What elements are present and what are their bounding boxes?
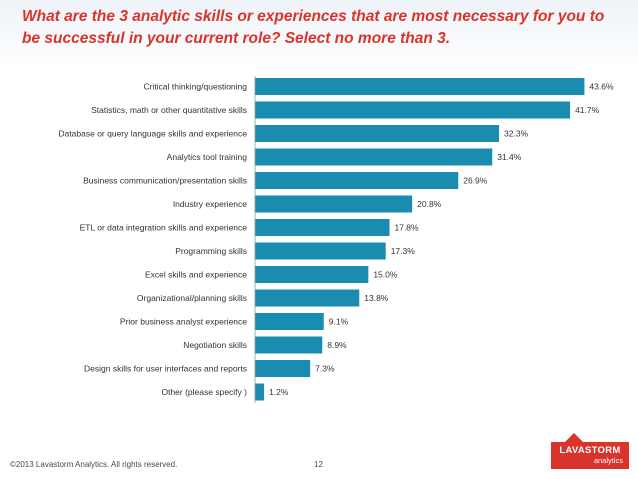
bar bbox=[255, 360, 311, 377]
bar bbox=[255, 289, 360, 307]
category-label: Design skills for user interfaces and re… bbox=[84, 364, 247, 374]
logo-subtitle: analytics bbox=[593, 456, 623, 465]
bar bbox=[255, 383, 265, 401]
category-label: Industry experience bbox=[173, 199, 247, 209]
bar bbox=[255, 336, 323, 354]
category-label: Excel skills and experience bbox=[145, 270, 247, 280]
category-label: Prior business analyst experience bbox=[120, 317, 247, 327]
value-label: 7.3% bbox=[315, 364, 335, 374]
category-label: Critical thinking/questioning bbox=[144, 82, 248, 92]
bar bbox=[255, 219, 390, 236]
bar bbox=[255, 195, 413, 213]
bar-chart: Critical thinking/questioning 43.6% Statis… bbox=[58, 76, 614, 403]
value-label: 15.0% bbox=[373, 270, 398, 280]
value-label: 31.4% bbox=[497, 152, 522, 162]
bar bbox=[255, 101, 571, 119]
bar bbox=[255, 125, 500, 142]
value-label: 17.3% bbox=[391, 246, 416, 256]
value-label: 41.7% bbox=[575, 105, 600, 115]
category-label: ETL or data integration skills and exper… bbox=[80, 223, 248, 233]
slide-title: What are the 3 analytic skills or experi… bbox=[22, 8, 605, 47]
value-label: 43.6% bbox=[589, 82, 614, 92]
lavastorm-logo: LAVASTORM analytics bbox=[551, 442, 629, 469]
page-number: 12 bbox=[314, 460, 323, 469]
value-label: 17.8% bbox=[394, 223, 419, 233]
category-label: Programming skills bbox=[175, 246, 247, 256]
bar bbox=[255, 78, 585, 95]
logo-flag-icon bbox=[564, 433, 584, 443]
category-label: Other (please specify ) bbox=[161, 387, 247, 397]
bar bbox=[255, 242, 386, 260]
value-label: 13.8% bbox=[364, 293, 389, 303]
category-label: Organizational/planning skills bbox=[137, 293, 247, 303]
value-label: 9.1% bbox=[329, 317, 349, 327]
bar bbox=[255, 313, 324, 330]
logo-wordmark: LAVASTORM bbox=[559, 445, 621, 456]
category-label: Analytics tool training bbox=[167, 152, 248, 162]
category-label: Negotiation skills bbox=[183, 340, 247, 350]
value-label: 32.3% bbox=[504, 129, 529, 139]
category-label: Statistics, math or other quantitative s… bbox=[91, 105, 247, 115]
bar bbox=[255, 266, 369, 283]
value-label: 26.9% bbox=[463, 176, 488, 186]
value-label: 20.8% bbox=[417, 199, 442, 209]
bar bbox=[255, 172, 459, 189]
bar bbox=[255, 148, 493, 166]
category-label: Business communication/presentation skil… bbox=[83, 176, 247, 186]
category-label: Database or query language skills and ex… bbox=[58, 129, 247, 139]
value-label: 8.9% bbox=[327, 340, 347, 350]
value-label: 1.2% bbox=[269, 387, 289, 397]
copyright-footer: ©2013 Lavastorm Analytics. All rights re… bbox=[10, 460, 178, 469]
